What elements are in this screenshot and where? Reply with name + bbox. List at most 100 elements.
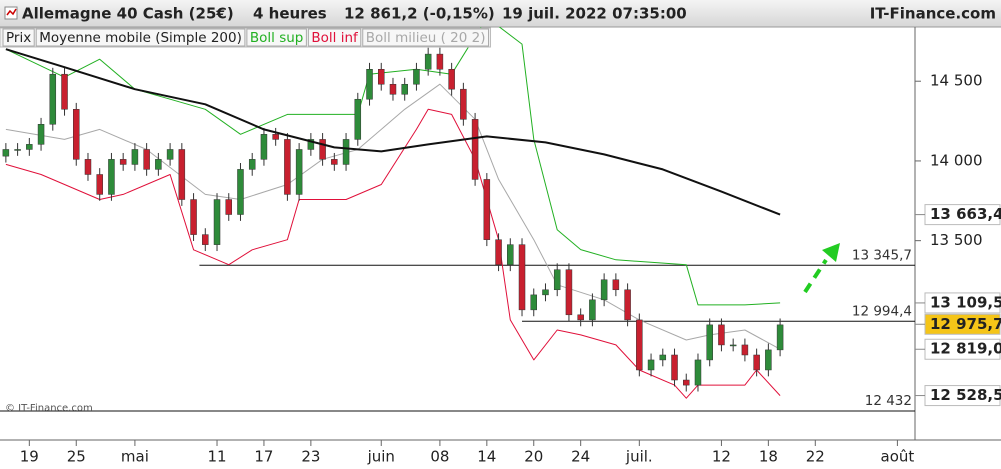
candle-body bbox=[213, 199, 221, 245]
y-tick-label: 13 500 bbox=[930, 231, 983, 249]
candle-body bbox=[659, 354, 667, 361]
candle-body bbox=[378, 69, 385, 85]
last-value-label: 12 528,5 bbox=[930, 386, 1001, 404]
header-bar bbox=[0, 0, 1001, 27]
candle-body bbox=[471, 119, 479, 180]
candle-body bbox=[272, 134, 279, 140]
candle-body bbox=[26, 144, 33, 150]
header-icon-line bbox=[6, 8, 17, 16]
candle-body bbox=[624, 289, 631, 321]
candle-body bbox=[683, 379, 690, 386]
candle-body bbox=[776, 324, 784, 351]
indicator-line bbox=[5, 108, 781, 399]
forecast-arrow-head bbox=[822, 243, 840, 262]
x-tick-label: juil. bbox=[625, 448, 653, 466]
candle-body bbox=[636, 319, 643, 371]
legend-item bbox=[2, 28, 35, 47]
site: IT-Finance.com bbox=[870, 5, 996, 23]
last-value-label: 12 819,0 bbox=[930, 340, 1001, 358]
candle-body bbox=[319, 139, 326, 160]
candle-body bbox=[2, 149, 10, 157]
x-tick-label: 12 bbox=[712, 448, 731, 466]
legend-item bbox=[246, 28, 307, 47]
x-tick-label: 11 bbox=[207, 448, 226, 466]
plot-area bbox=[0, 27, 915, 412]
candle-body bbox=[424, 53, 432, 70]
candle-body bbox=[647, 359, 655, 371]
x-tick-label: 08 bbox=[430, 448, 449, 466]
candle-body bbox=[119, 159, 127, 165]
candle-body bbox=[49, 73, 57, 125]
candle-body bbox=[741, 344, 749, 356]
candle-body bbox=[718, 324, 725, 346]
candle-body bbox=[202, 234, 209, 245]
candle-body bbox=[37, 124, 45, 145]
legend-item bbox=[35, 28, 246, 47]
candle-body bbox=[706, 324, 713, 361]
candle-body bbox=[248, 159, 256, 170]
candle-body bbox=[225, 199, 232, 215]
legend-item bbox=[362, 28, 490, 47]
x-tick-label: mai bbox=[121, 448, 149, 466]
legend-label: Boll sup bbox=[250, 30, 303, 46]
candle-body bbox=[495, 239, 502, 265]
last-value-label: 12 975,7 bbox=[930, 315, 1001, 333]
candle-body bbox=[542, 289, 549, 296]
x-tick-label: 20 bbox=[524, 448, 543, 466]
candle-body bbox=[577, 314, 584, 321]
candle-body bbox=[448, 69, 455, 90]
candle-body bbox=[366, 69, 373, 100]
level-label: 12 994,4 bbox=[852, 303, 912, 319]
x-tick-label: juin bbox=[367, 448, 395, 466]
x-tick-label: 18 bbox=[759, 448, 778, 466]
candle-body bbox=[413, 69, 420, 85]
y-tick-label: 14 500 bbox=[930, 72, 983, 90]
legend-label: Moyenne mobile (Simple 200) bbox=[39, 30, 242, 46]
forecast-arrow bbox=[803, 258, 828, 294]
last-value-label: 13 109,5 bbox=[930, 293, 1001, 311]
candle-body bbox=[307, 139, 315, 150]
legend-label: Boll inf bbox=[311, 30, 359, 46]
candle-body bbox=[507, 244, 514, 265]
candle-body bbox=[694, 359, 702, 386]
datetime: 19 juil. 2022 07:35:00 bbox=[502, 5, 687, 23]
candle-body bbox=[389, 83, 397, 95]
candle-body bbox=[295, 149, 303, 195]
watermark: © IT-Finance.com bbox=[5, 403, 93, 414]
last-value-label: 13 663,4 bbox=[930, 205, 1001, 223]
legend-label: Prix bbox=[6, 30, 31, 46]
candle-body bbox=[553, 269, 561, 291]
candle-body bbox=[260, 134, 268, 160]
candle-body bbox=[143, 149, 150, 170]
candle-body bbox=[14, 149, 21, 151]
candle-body bbox=[342, 139, 350, 165]
candle-body bbox=[284, 139, 291, 195]
candle-body bbox=[600, 279, 608, 301]
x-tick-label: 14 bbox=[477, 448, 496, 466]
x-tick-label: 24 bbox=[571, 448, 590, 466]
candle-body bbox=[354, 98, 362, 140]
level-label: 13 345,7 bbox=[852, 247, 912, 263]
instrument: Allemagne 40 Cash (25€) bbox=[22, 5, 234, 23]
candle-body bbox=[671, 354, 678, 381]
candle-body bbox=[460, 88, 467, 120]
candle-body bbox=[108, 159, 115, 195]
candle-body bbox=[190, 199, 197, 235]
legend-label: Boll milieu ( 20 2) bbox=[366, 30, 486, 46]
candle-body bbox=[237, 169, 244, 215]
candle-body bbox=[518, 244, 526, 311]
legend-item bbox=[307, 28, 362, 47]
candle-body bbox=[589, 299, 596, 321]
candle-body bbox=[436, 53, 444, 70]
candle-body bbox=[155, 159, 162, 170]
candle-body bbox=[401, 83, 408, 95]
candle-body bbox=[565, 269, 573, 316]
candle-body bbox=[765, 349, 772, 371]
period: 4 heures bbox=[253, 5, 327, 23]
candle-body bbox=[131, 149, 139, 165]
candle-body bbox=[84, 159, 92, 175]
x-tick-label: 22 bbox=[806, 448, 825, 466]
indicator-line bbox=[5, 48, 781, 216]
candle-body bbox=[530, 294, 537, 311]
